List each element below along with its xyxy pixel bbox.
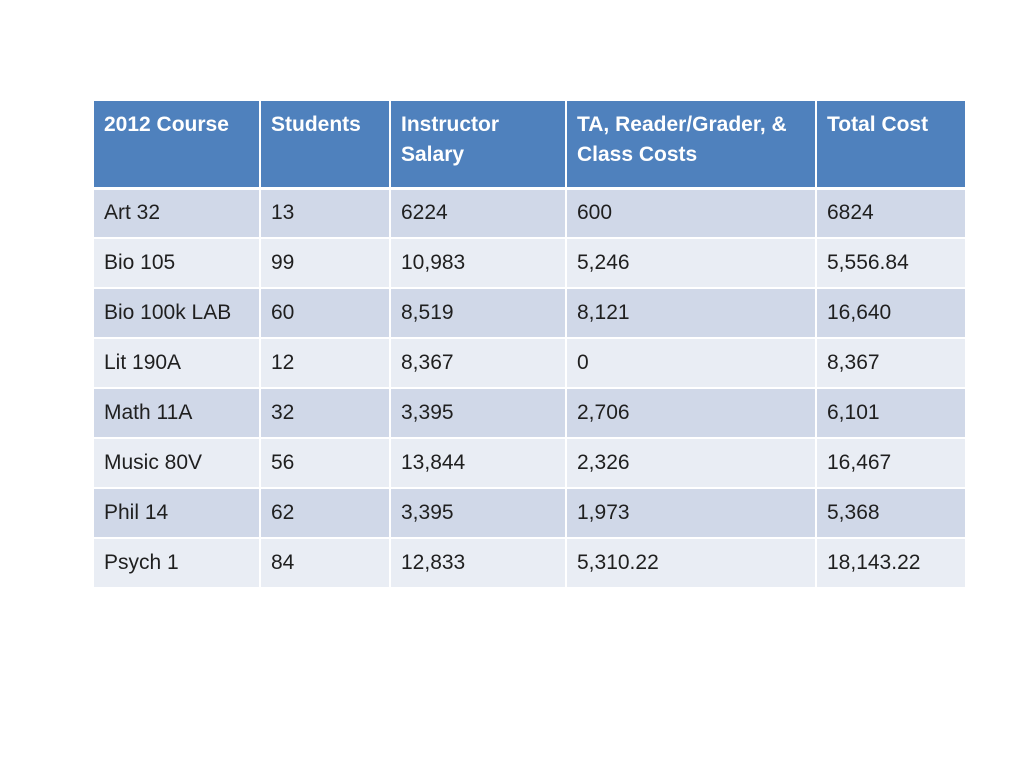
course-cost-table: 2012 Course Students Instructor Salary T… [94, 101, 965, 589]
table-body: Art 32 13 6224 600 6824 Bio 105 99 10,983 5,246 5… [94, 188, 965, 589]
cell-students: 62 [260, 488, 391, 539]
cell-ta-costs: 2,706 [566, 388, 817, 439]
cell-instructor-salary: 13,844 [390, 438, 567, 489]
cell-course: Bio 100k LAB [94, 288, 261, 339]
cell-course: Psych 1 [94, 538, 261, 589]
cell-ta-costs: 600 [566, 188, 817, 239]
table-row: Bio 100k LAB 60 8,519 8,121 16,640 [94, 288, 965, 339]
header-total-cost: Total Cost [816, 101, 965, 190]
cell-ta-costs: 2,326 [566, 438, 817, 489]
cell-instructor-salary: 12,833 [390, 538, 567, 589]
cell-instructor-salary: 8,519 [390, 288, 567, 339]
cell-ta-costs: 1,973 [566, 488, 817, 539]
header-course: 2012 Course [94, 101, 261, 190]
cell-total-cost: 6,101 [816, 388, 965, 439]
cell-course: Phil 14 [94, 488, 261, 539]
header-instructor-salary: Instructor Salary [390, 101, 567, 190]
cell-instructor-salary: 10,983 [390, 238, 567, 289]
cell-course: Bio 105 [94, 238, 261, 289]
table-row: Phil 14 62 3,395 1,973 5,368 [94, 488, 965, 539]
cell-ta-costs: 5,310.22 [566, 538, 817, 589]
table-row: Music 80V 56 13,844 2,326 16,467 [94, 438, 965, 489]
cell-total-cost: 5,556.84 [816, 238, 965, 289]
cell-total-cost: 6824 [816, 188, 965, 239]
cell-total-cost: 18,143.22 [816, 538, 965, 589]
cell-ta-costs: 0 [566, 338, 817, 389]
header-students: Students [260, 101, 391, 190]
header-row: 2012 Course Students Instructor Salary T… [94, 101, 965, 190]
cell-students: 32 [260, 388, 391, 439]
cell-total-cost: 5,368 [816, 488, 965, 539]
cell-instructor-salary: 6224 [390, 188, 567, 239]
cell-course: Math 11A [94, 388, 261, 439]
cell-course: Music 80V [94, 438, 261, 489]
cell-instructor-salary: 8,367 [390, 338, 567, 389]
cell-instructor-salary: 3,395 [390, 488, 567, 539]
table-row: Bio 105 99 10,983 5,246 5,556.84 [94, 238, 965, 289]
cell-total-cost: 8,367 [816, 338, 965, 389]
table-header: 2012 Course Students Instructor Salary T… [94, 101, 965, 190]
table-row: Psych 1 84 12,833 5,310.22 18,143.22 [94, 538, 965, 589]
cell-students: 56 [260, 438, 391, 489]
header-ta-costs: TA, Reader/Grader, & Class Costs [566, 101, 817, 190]
cell-students: 60 [260, 288, 391, 339]
cell-students: 13 [260, 188, 391, 239]
cell-students: 84 [260, 538, 391, 589]
cell-ta-costs: 8,121 [566, 288, 817, 339]
cell-students: 12 [260, 338, 391, 389]
cell-course: Art 32 [94, 188, 261, 239]
cell-students: 99 [260, 238, 391, 289]
table-row: Lit 190A 12 8,367 0 8,367 [94, 338, 965, 389]
table-row: Art 32 13 6224 600 6824 [94, 188, 965, 239]
cell-course: Lit 190A [94, 338, 261, 389]
cell-instructor-salary: 3,395 [390, 388, 567, 439]
cell-total-cost: 16,640 [816, 288, 965, 339]
table-row: Math 11A 32 3,395 2,706 6,101 [94, 388, 965, 439]
cell-total-cost: 16,467 [816, 438, 965, 489]
cell-ta-costs: 5,246 [566, 238, 817, 289]
